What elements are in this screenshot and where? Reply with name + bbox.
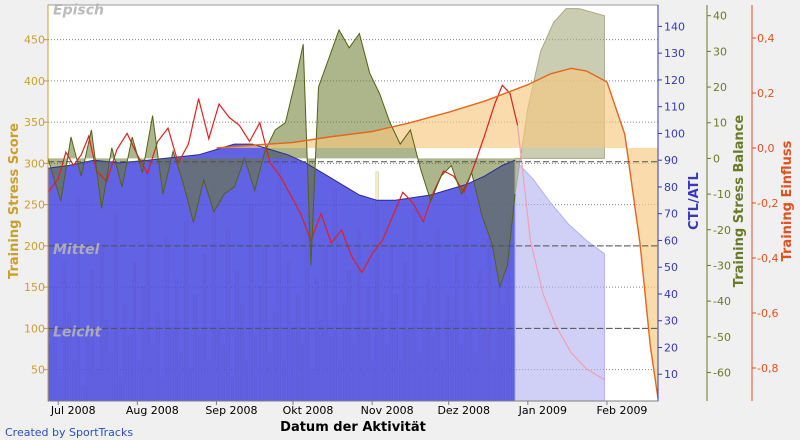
einfluss-tick-5: -0,6 (757, 307, 778, 320)
tsb-tick-0: -60 (713, 366, 731, 379)
x-tick-5: Dez 2008 (437, 404, 490, 417)
tsb-tick-6: 0 (713, 152, 720, 165)
ctl-tick-10: 110 (664, 101, 685, 114)
einfluss-tick-0: 0,4 (757, 32, 775, 45)
tss-tick-7: 400 (24, 75, 45, 88)
einfluss-tick-3: -0,2 (757, 197, 778, 210)
tss-tick-3: 200 (24, 240, 45, 253)
line-series (47, 28, 659, 399)
einfluss-tick-6: -0,8 (757, 362, 778, 375)
tss-tick-1: 100 (24, 322, 45, 335)
ctl-tick-5: 60 (664, 234, 678, 247)
tsb-axis-title: Training Stress Balance (732, 115, 747, 288)
x-tick-6: Jan 2009 (518, 404, 567, 417)
tss-tick-0: 50 (31, 364, 45, 377)
zone-labels: Episch Mittel Leicht (48, 3, 658, 340)
series-tsb-line (47, 28, 516, 289)
einfluss-tick-1: 0,2 (757, 87, 775, 100)
ctl-tick-13: 140 (664, 20, 685, 33)
series-atl-prognose-line (517, 125, 605, 381)
tsb-tick-2: -40 (713, 295, 731, 308)
einfluss-tick-2: 0,0 (757, 142, 775, 155)
ctl-tick-4: 50 (664, 261, 678, 274)
series-ctl-area (48, 144, 516, 401)
tss-tick-4: 250 (24, 199, 45, 212)
x-axis-title: Datum der Aktivität (280, 420, 426, 435)
axes: 5010015020025030035040045010203040506070… (24, 5, 778, 417)
ctl-tick-2: 30 (664, 315, 678, 328)
ctl-tick-7: 80 (664, 181, 678, 194)
tss-tick-8: 450 (24, 34, 45, 47)
tsb-tick-1: -50 (713, 331, 731, 344)
tsb-tick-4: -20 (713, 224, 731, 237)
zone-label-0: Episch (53, 3, 104, 19)
x-tick-3: Okt 2008 (283, 404, 334, 417)
series-training-einfluss-line (216, 67, 659, 399)
zone-label-1: Mittel (53, 242, 100, 258)
tsb-tick-10: 40 (713, 10, 727, 23)
series-ctl-line (47, 143, 516, 201)
einfluss-tick-4: -0,4 (757, 252, 778, 265)
tsb-tick-8: 20 (713, 81, 727, 94)
area-series (48, 8, 658, 402)
x-tick-7: Feb 2009 (596, 404, 647, 417)
ctl-tick-0: 10 (664, 368, 678, 381)
ctl-tick-9: 100 (664, 127, 685, 140)
ctl-tick-3: 40 (664, 288, 678, 301)
series-tsb-area (48, 30, 516, 287)
series-atl-line (47, 84, 519, 274)
ctl-tick-8: 90 (664, 154, 678, 167)
series-ctl-prognose-area (514, 158, 605, 402)
tsb-tick-9: 30 (713, 45, 727, 58)
ctl-atl-axis-title: CTL/ATL (687, 172, 702, 230)
x-tick-4: Nov 2008 (361, 404, 414, 417)
tss-tick-2: 150 (24, 281, 45, 294)
credit-label: Created by SportTracks (5, 426, 133, 439)
tss-tick-6: 350 (24, 116, 45, 129)
tss-tick-5: 300 (24, 157, 45, 170)
series-training-einfluss-area (216, 68, 658, 399)
ctl-tick-12: 130 (664, 47, 685, 60)
ctl-tick-6: 70 (664, 208, 678, 221)
x-tick-0: Jul 2008 (50, 404, 96, 417)
tsb-tick-5: -10 (713, 188, 731, 201)
x-tick-2: Sep 2008 (205, 404, 257, 417)
ctl-tick-11: 120 (664, 74, 685, 87)
zone-label-2: Leicht (53, 324, 102, 340)
einfluss-axis-title: Training Einfluss (780, 140, 795, 261)
x-tick-1: Aug 2008 (126, 404, 179, 417)
tsb-tick-7: 10 (713, 117, 727, 130)
ctl-tick-1: 20 (664, 341, 678, 354)
tsb-tick-3: -30 (713, 259, 731, 272)
left-axis-title: Training Stress Score (7, 123, 22, 279)
